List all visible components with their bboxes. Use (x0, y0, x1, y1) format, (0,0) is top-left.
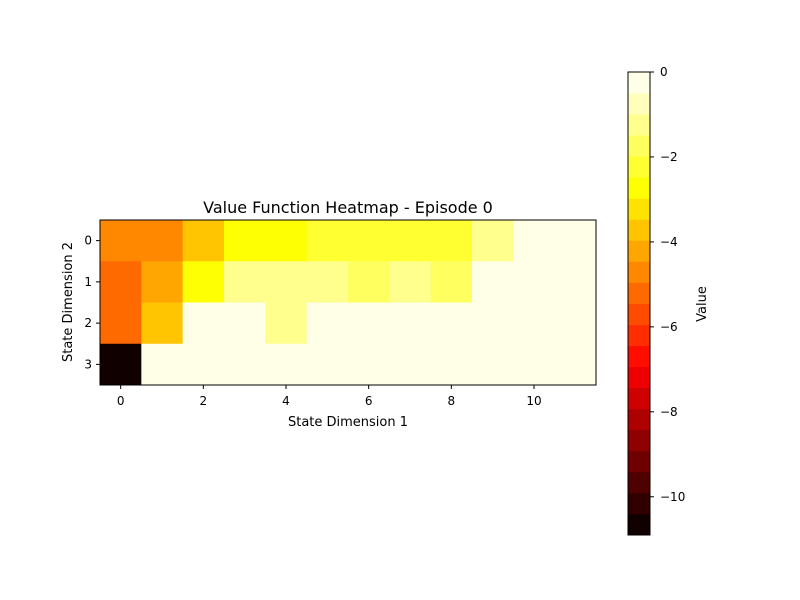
heatmap-cell (430, 343, 473, 386)
heatmap-cell (141, 220, 184, 262)
colorbar-segment (628, 72, 650, 94)
heatmap-cell (348, 261, 390, 303)
heatmap-cell (554, 261, 597, 303)
colorbar-segment (628, 282, 650, 304)
colorbar-segment (628, 429, 650, 452)
heatmap-cell (224, 220, 266, 262)
x-tick-label: 2 (200, 394, 208, 408)
x-tick-label: 8 (448, 394, 456, 408)
heatmap-cell (513, 302, 556, 345)
y-tick-label: 3 (84, 357, 92, 371)
heatmap-cell (265, 261, 308, 303)
chart-title: Value Function Heatmap - Episode 0 (203, 198, 493, 217)
colorbar-segment (628, 408, 650, 431)
colorbar-segment (628, 177, 650, 199)
heatmap-cell (389, 261, 432, 303)
colorbar-label: Value (695, 286, 710, 322)
heatmap-cell (224, 261, 266, 303)
colorbar-segment (628, 198, 650, 220)
colorbar-tick-label: −4 (660, 235, 678, 249)
colorbar-segment (628, 492, 650, 515)
heatmap-cell (265, 220, 308, 262)
heatmap-cell (224, 302, 266, 345)
colorbar-tick-label: −8 (660, 405, 678, 419)
heatmap-cell (513, 343, 556, 386)
colorbar-segment (628, 93, 650, 115)
heatmap-cell (430, 302, 473, 345)
heatmap-cell (306, 343, 349, 386)
colorbar-segment (628, 261, 650, 283)
heatmap-cell (389, 302, 432, 345)
heatmap-cell (554, 343, 597, 386)
heatmap-cell (430, 220, 473, 262)
colorbar-segment (628, 135, 650, 157)
plot-frame (99, 219, 597, 386)
heatmap-cell (513, 261, 556, 303)
x-tick-label: 10 (526, 394, 541, 408)
colorbar-tick-label: −6 (660, 320, 678, 334)
colorbar-tick-label: −2 (660, 150, 678, 164)
heatmap-cell (182, 220, 225, 262)
heatmap-cell (182, 343, 225, 386)
heatmap-cell (306, 220, 349, 262)
y-tick-label: 0 (84, 234, 92, 248)
heatmap-cell (472, 302, 514, 345)
heatmap-cell (306, 261, 349, 303)
heatmap-cell (472, 261, 514, 303)
colorbar-segment (628, 366, 650, 389)
colorbar-segment (628, 156, 650, 178)
heatmap-cell (265, 302, 308, 345)
heatmap-cell (265, 343, 308, 386)
heatmap-cell (348, 343, 390, 386)
x-axis-ticks: 0 2 4 6 8 10 (117, 385, 542, 408)
y-axis-label: State Dimension 2 (61, 242, 76, 362)
colorbar-segment (628, 114, 650, 136)
colorbar-segment (628, 450, 650, 473)
heatmap-cell (141, 302, 184, 345)
colorbar-segment (628, 324, 650, 346)
heatmap-cell (430, 261, 473, 303)
heatmap-cell (513, 220, 556, 262)
heatmap-cell (389, 220, 432, 262)
heatmap-cell (472, 220, 514, 262)
colorbar-segment (628, 219, 650, 241)
x-tick-label: 6 (365, 394, 373, 408)
colorbar (628, 72, 650, 536)
heatmap-cell (348, 302, 390, 345)
colorbar-segment (628, 345, 650, 368)
heatmap-cell (182, 261, 225, 303)
heatmap-cell (182, 302, 225, 345)
heatmap-cell (141, 343, 184, 386)
heatmap-cell (306, 302, 349, 345)
x-tick-label: 0 (117, 394, 125, 408)
heatmap-cell (100, 302, 142, 345)
heatmap-cell (141, 261, 184, 303)
y-tick-label: 2 (84, 316, 92, 330)
colorbar-tick-label: −10 (660, 490, 685, 504)
heatmap-cell (100, 220, 142, 262)
heatmap-cell (224, 343, 266, 386)
y-axis-ticks: 0 1 2 3 (84, 234, 100, 371)
y-tick-label: 1 (84, 275, 92, 289)
colorbar-segment (628, 387, 650, 410)
x-axis-label: State Dimension 1 (288, 415, 408, 430)
colorbar-segment (628, 240, 650, 262)
heatmap-cell (100, 343, 142, 386)
heatmap-cell (554, 302, 597, 345)
heatmap-cell (100, 261, 142, 303)
colorbar-ticks: 0 −2 −4 −6 −8 −10 (650, 65, 685, 504)
colorbar-segment (628, 513, 650, 536)
x-tick-label: 4 (282, 394, 290, 408)
colorbar-frame (627, 71, 651, 536)
heatmap-cell (348, 220, 390, 262)
heatmap-cell (472, 343, 514, 386)
heatmap-cell (554, 220, 597, 262)
heatmap-cell (389, 343, 432, 386)
heatmap-cells (100, 220, 597, 386)
colorbar-segment (628, 303, 650, 325)
colorbar-segment (628, 471, 650, 494)
colorbar-tick-label: 0 (660, 65, 668, 79)
